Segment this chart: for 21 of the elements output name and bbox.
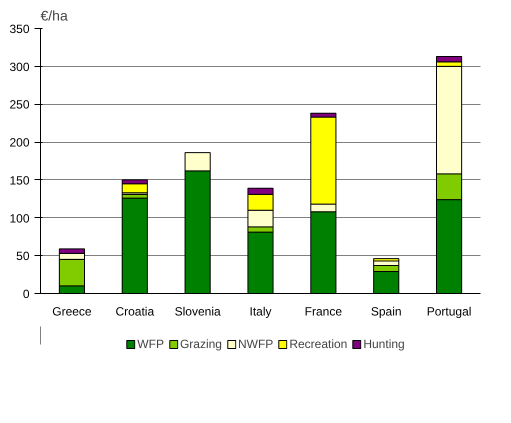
y-tick-label: 0 — [22, 287, 30, 301]
y-tick-label: 150 — [9, 173, 30, 188]
y-tick-label: 250 — [9, 98, 30, 112]
y-tick-label: 100 — [9, 211, 30, 226]
y-tick-label: 200 — [9, 136, 30, 150]
legend-label: NWFP — [238, 336, 274, 350]
y-tick-label: 300 — [9, 60, 30, 74]
legend-label: Hunting — [363, 336, 405, 350]
x-tick-label: France — [304, 304, 342, 318]
legend-label: Recreation — [289, 336, 348, 350]
x-tick-label: Greece — [52, 304, 92, 318]
y-axis-title: €/ha — [40, 8, 68, 24]
legend-label: WFP — [137, 336, 164, 350]
y-tick-label: 350 — [9, 22, 30, 36]
x-tick-label: Slovenia — [174, 304, 221, 318]
y-tick-label: 50 — [16, 249, 30, 264]
x-tick-label: Spain — [370, 304, 402, 318]
x-tick-label: Italy — [249, 304, 272, 318]
x-tick-label: Portugal — [426, 304, 472, 318]
x-tick-label: Croatia — [115, 304, 154, 318]
legend-label: Grazing — [180, 336, 222, 350]
